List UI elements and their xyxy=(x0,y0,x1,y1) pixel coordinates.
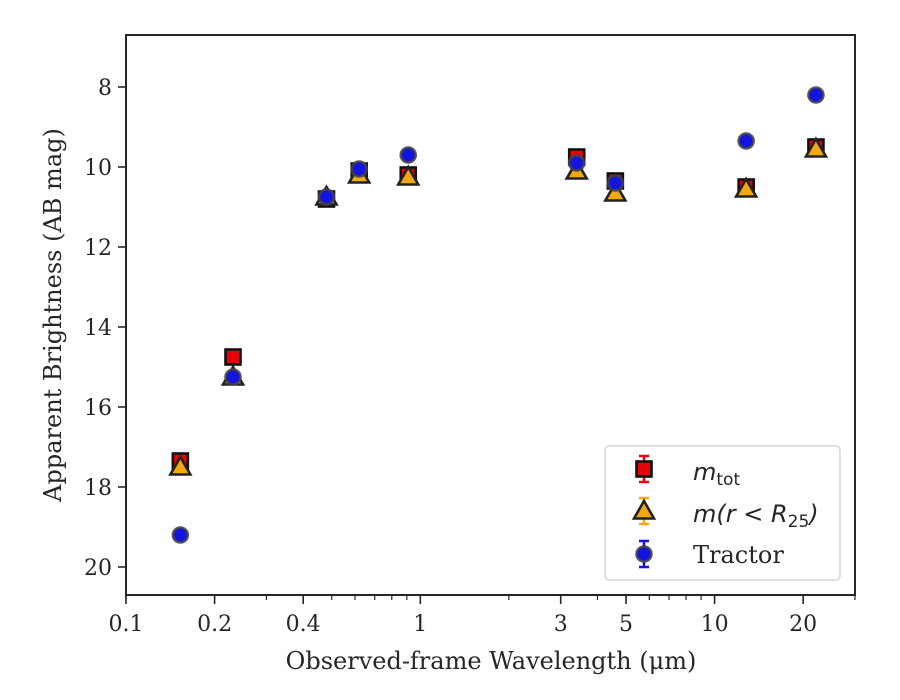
triangle-point xyxy=(395,164,421,186)
x-tick-label: 0.4 xyxy=(286,612,321,637)
y-tick-label: 16 xyxy=(84,396,112,421)
circle-point xyxy=(567,154,586,172)
legend-square-symbol xyxy=(635,460,653,478)
x-tick-label: 1 xyxy=(413,612,427,637)
plot-frame xyxy=(125,34,856,596)
series-circle xyxy=(171,86,825,544)
legend-circle-marker xyxy=(635,539,653,569)
y-tick-label: 8 xyxy=(98,76,112,101)
data-points xyxy=(168,86,829,544)
legend: mtot m(r < R25) Tractor xyxy=(604,445,841,581)
circle-point xyxy=(350,160,368,178)
legend-label-m-tot: mtot xyxy=(693,458,740,490)
y-axis-title: Apparent Brightness (AB mag) xyxy=(39,128,67,503)
circle-point xyxy=(317,188,336,206)
x-tick-label: 0.1 xyxy=(109,612,144,637)
series-triangle xyxy=(168,136,829,476)
y-tick-label: 20 xyxy=(84,556,112,581)
x-axis-title: Observed-frame Wavelength (μm) xyxy=(286,647,697,675)
legend-entry-m-tot: mtot xyxy=(635,454,740,490)
legend-entry-tractor: Tractor xyxy=(635,539,784,569)
triangle-point xyxy=(803,136,829,158)
circle-point xyxy=(737,132,755,150)
circle-point xyxy=(807,86,825,104)
y-tick-label: 18 xyxy=(84,476,112,501)
legend-square-marker xyxy=(635,454,653,484)
triangle-point xyxy=(168,454,193,476)
circle-point xyxy=(224,368,242,386)
series-square xyxy=(171,138,825,470)
legend-circle-symbol xyxy=(635,545,653,563)
circle-point xyxy=(399,146,418,164)
x-tick-label: 10 xyxy=(701,612,729,637)
x-tick-label: 20 xyxy=(789,612,817,637)
x-tick-label: 5 xyxy=(619,612,633,637)
square-point xyxy=(224,348,242,366)
y-tick-label: 14 xyxy=(84,316,112,341)
legend-label-tractor: Tractor xyxy=(693,541,784,569)
legend-triangle-symbol xyxy=(631,498,657,520)
y-tick-label: 12 xyxy=(84,236,112,261)
y-axis-ticks: 8 10 12 14 16 18 20 xyxy=(84,76,126,581)
legend-triangle-marker xyxy=(631,496,657,526)
triangle-point xyxy=(733,176,759,198)
x-tick-label: 3 xyxy=(554,612,568,637)
legend-box xyxy=(604,445,841,581)
x-axis-ticks: 0.1 0.2 0.4 1 3 5 10 20 xyxy=(109,595,856,637)
legend-entry-m-r25: m(r < R25) xyxy=(631,496,819,532)
y-tick-label: 10 xyxy=(84,156,112,181)
circle-point xyxy=(171,526,190,544)
circle-point xyxy=(606,174,625,192)
x-tick-label: 0.2 xyxy=(197,612,232,637)
legend-label-m-r25: m(r < R25) xyxy=(693,500,819,532)
